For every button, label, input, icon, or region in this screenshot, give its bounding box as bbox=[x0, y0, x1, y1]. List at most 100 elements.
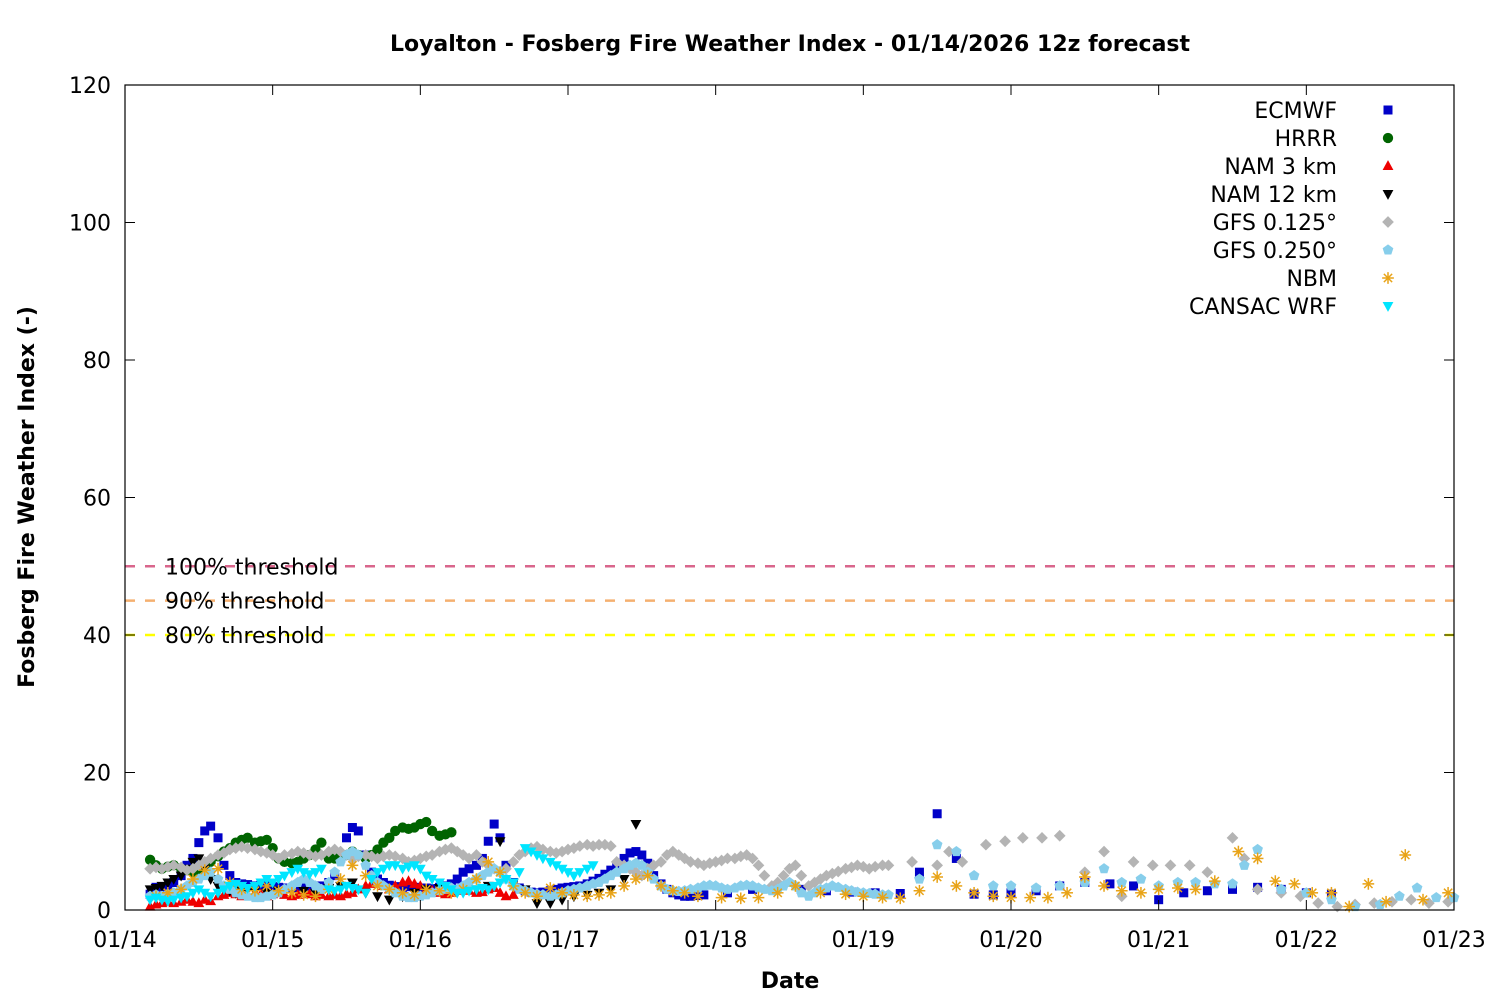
data-point bbox=[426, 825, 438, 837]
data-point bbox=[168, 875, 180, 885]
data-point bbox=[1024, 891, 1037, 904]
legend-label: GFS 0.250° bbox=[1213, 239, 1337, 264]
data-point bbox=[383, 849, 396, 861]
data-point bbox=[684, 856, 697, 868]
y-tick-label: 80 bbox=[83, 349, 111, 374]
legend-marker bbox=[1382, 132, 1394, 144]
data-point bbox=[404, 882, 414, 892]
data-point bbox=[525, 847, 537, 858]
data-point bbox=[266, 849, 279, 861]
x-tick-label: 01/18 bbox=[684, 928, 747, 953]
data-point bbox=[610, 856, 623, 868]
chart-title: Loyalton - Fosberg Fire Weather Index - … bbox=[390, 32, 1191, 57]
threshold-label: 80% threshold bbox=[165, 624, 325, 649]
data-point bbox=[789, 859, 802, 872]
data-point bbox=[1232, 845, 1245, 858]
x-tick-label: 01/15 bbox=[241, 928, 304, 953]
data-point bbox=[980, 838, 992, 851]
data-point bbox=[715, 854, 728, 867]
data-point bbox=[409, 861, 420, 872]
data-point bbox=[261, 875, 273, 885]
y-axis: 0 20 40 60 80 100 120 bbox=[69, 74, 1454, 924]
data-point bbox=[1201, 866, 1214, 879]
data-point bbox=[618, 875, 630, 885]
data-point bbox=[1135, 873, 1147, 884]
data-point bbox=[876, 891, 889, 904]
data-point bbox=[1164, 859, 1177, 872]
data-point bbox=[655, 856, 667, 868]
data-point bbox=[162, 878, 174, 889]
x-tick-label: 01/17 bbox=[536, 928, 599, 953]
data-point bbox=[699, 890, 709, 900]
data-point bbox=[832, 865, 845, 878]
data-point bbox=[987, 890, 1000, 903]
data-point bbox=[316, 837, 327, 848]
data-point bbox=[1252, 843, 1263, 855]
x-tick-label: 01/23 bbox=[1422, 928, 1485, 953]
data-point bbox=[452, 874, 462, 884]
data-point bbox=[372, 892, 383, 903]
data-point bbox=[692, 857, 704, 870]
data-point bbox=[1251, 883, 1264, 896]
data-point bbox=[604, 840, 617, 852]
data-point bbox=[434, 878, 445, 889]
data-point bbox=[802, 880, 815, 892]
data-point bbox=[291, 845, 304, 858]
data-point bbox=[507, 889, 519, 899]
data-point bbox=[470, 873, 483, 885]
data-point bbox=[507, 856, 520, 868]
data-point bbox=[1442, 886, 1454, 899]
data-point bbox=[273, 875, 284, 885]
data-point bbox=[212, 888, 224, 899]
legend-label: GFS 0.125° bbox=[1213, 211, 1337, 236]
data-point bbox=[625, 848, 635, 858]
data-point bbox=[414, 864, 426, 875]
data-point bbox=[272, 852, 285, 865]
data-point bbox=[396, 886, 409, 899]
data-point bbox=[278, 849, 291, 861]
data-point bbox=[494, 837, 506, 848]
data-point bbox=[445, 885, 457, 896]
data-point bbox=[383, 883, 396, 896]
plot-frame bbox=[124, 84, 1455, 911]
data-point bbox=[618, 880, 630, 892]
data-point bbox=[1394, 890, 1405, 901]
data-point bbox=[581, 838, 594, 851]
data-point bbox=[593, 889, 605, 901]
data-point bbox=[144, 895, 156, 906]
data-point bbox=[568, 889, 580, 901]
data-point bbox=[458, 867, 468, 877]
data-point bbox=[550, 847, 563, 859]
data-point bbox=[777, 869, 790, 882]
data-point bbox=[1078, 871, 1091, 883]
data-point bbox=[352, 885, 364, 896]
data-point bbox=[193, 897, 205, 908]
data-point bbox=[752, 859, 765, 872]
data-point bbox=[869, 860, 881, 873]
legend-label: CANSAC WRF bbox=[1189, 295, 1337, 320]
data-point bbox=[175, 883, 187, 896]
data-point bbox=[219, 860, 229, 870]
data-point bbox=[482, 885, 494, 896]
data-point bbox=[715, 891, 728, 904]
data-point bbox=[914, 873, 925, 884]
data-point bbox=[426, 875, 438, 885]
data-point bbox=[581, 864, 593, 875]
data-point bbox=[641, 869, 654, 882]
data-point bbox=[334, 873, 347, 885]
data-point bbox=[463, 852, 475, 865]
data-point bbox=[213, 833, 223, 843]
data-point bbox=[1312, 897, 1324, 909]
data-point bbox=[1380, 895, 1392, 908]
data-point bbox=[771, 876, 784, 889]
data-point bbox=[876, 859, 889, 872]
data-point bbox=[746, 852, 759, 865]
data-point bbox=[1098, 880, 1110, 892]
data-point bbox=[734, 892, 747, 905]
data-point bbox=[556, 845, 568, 858]
data-point bbox=[1129, 881, 1139, 891]
data-point bbox=[225, 871, 235, 881]
legend-marker bbox=[1382, 272, 1394, 284]
data-point bbox=[678, 886, 691, 899]
x-axis: 01/14 01/15 01/16 01/17 01/18 01/19 01/20 01/21… bbox=[93, 85, 1486, 953]
